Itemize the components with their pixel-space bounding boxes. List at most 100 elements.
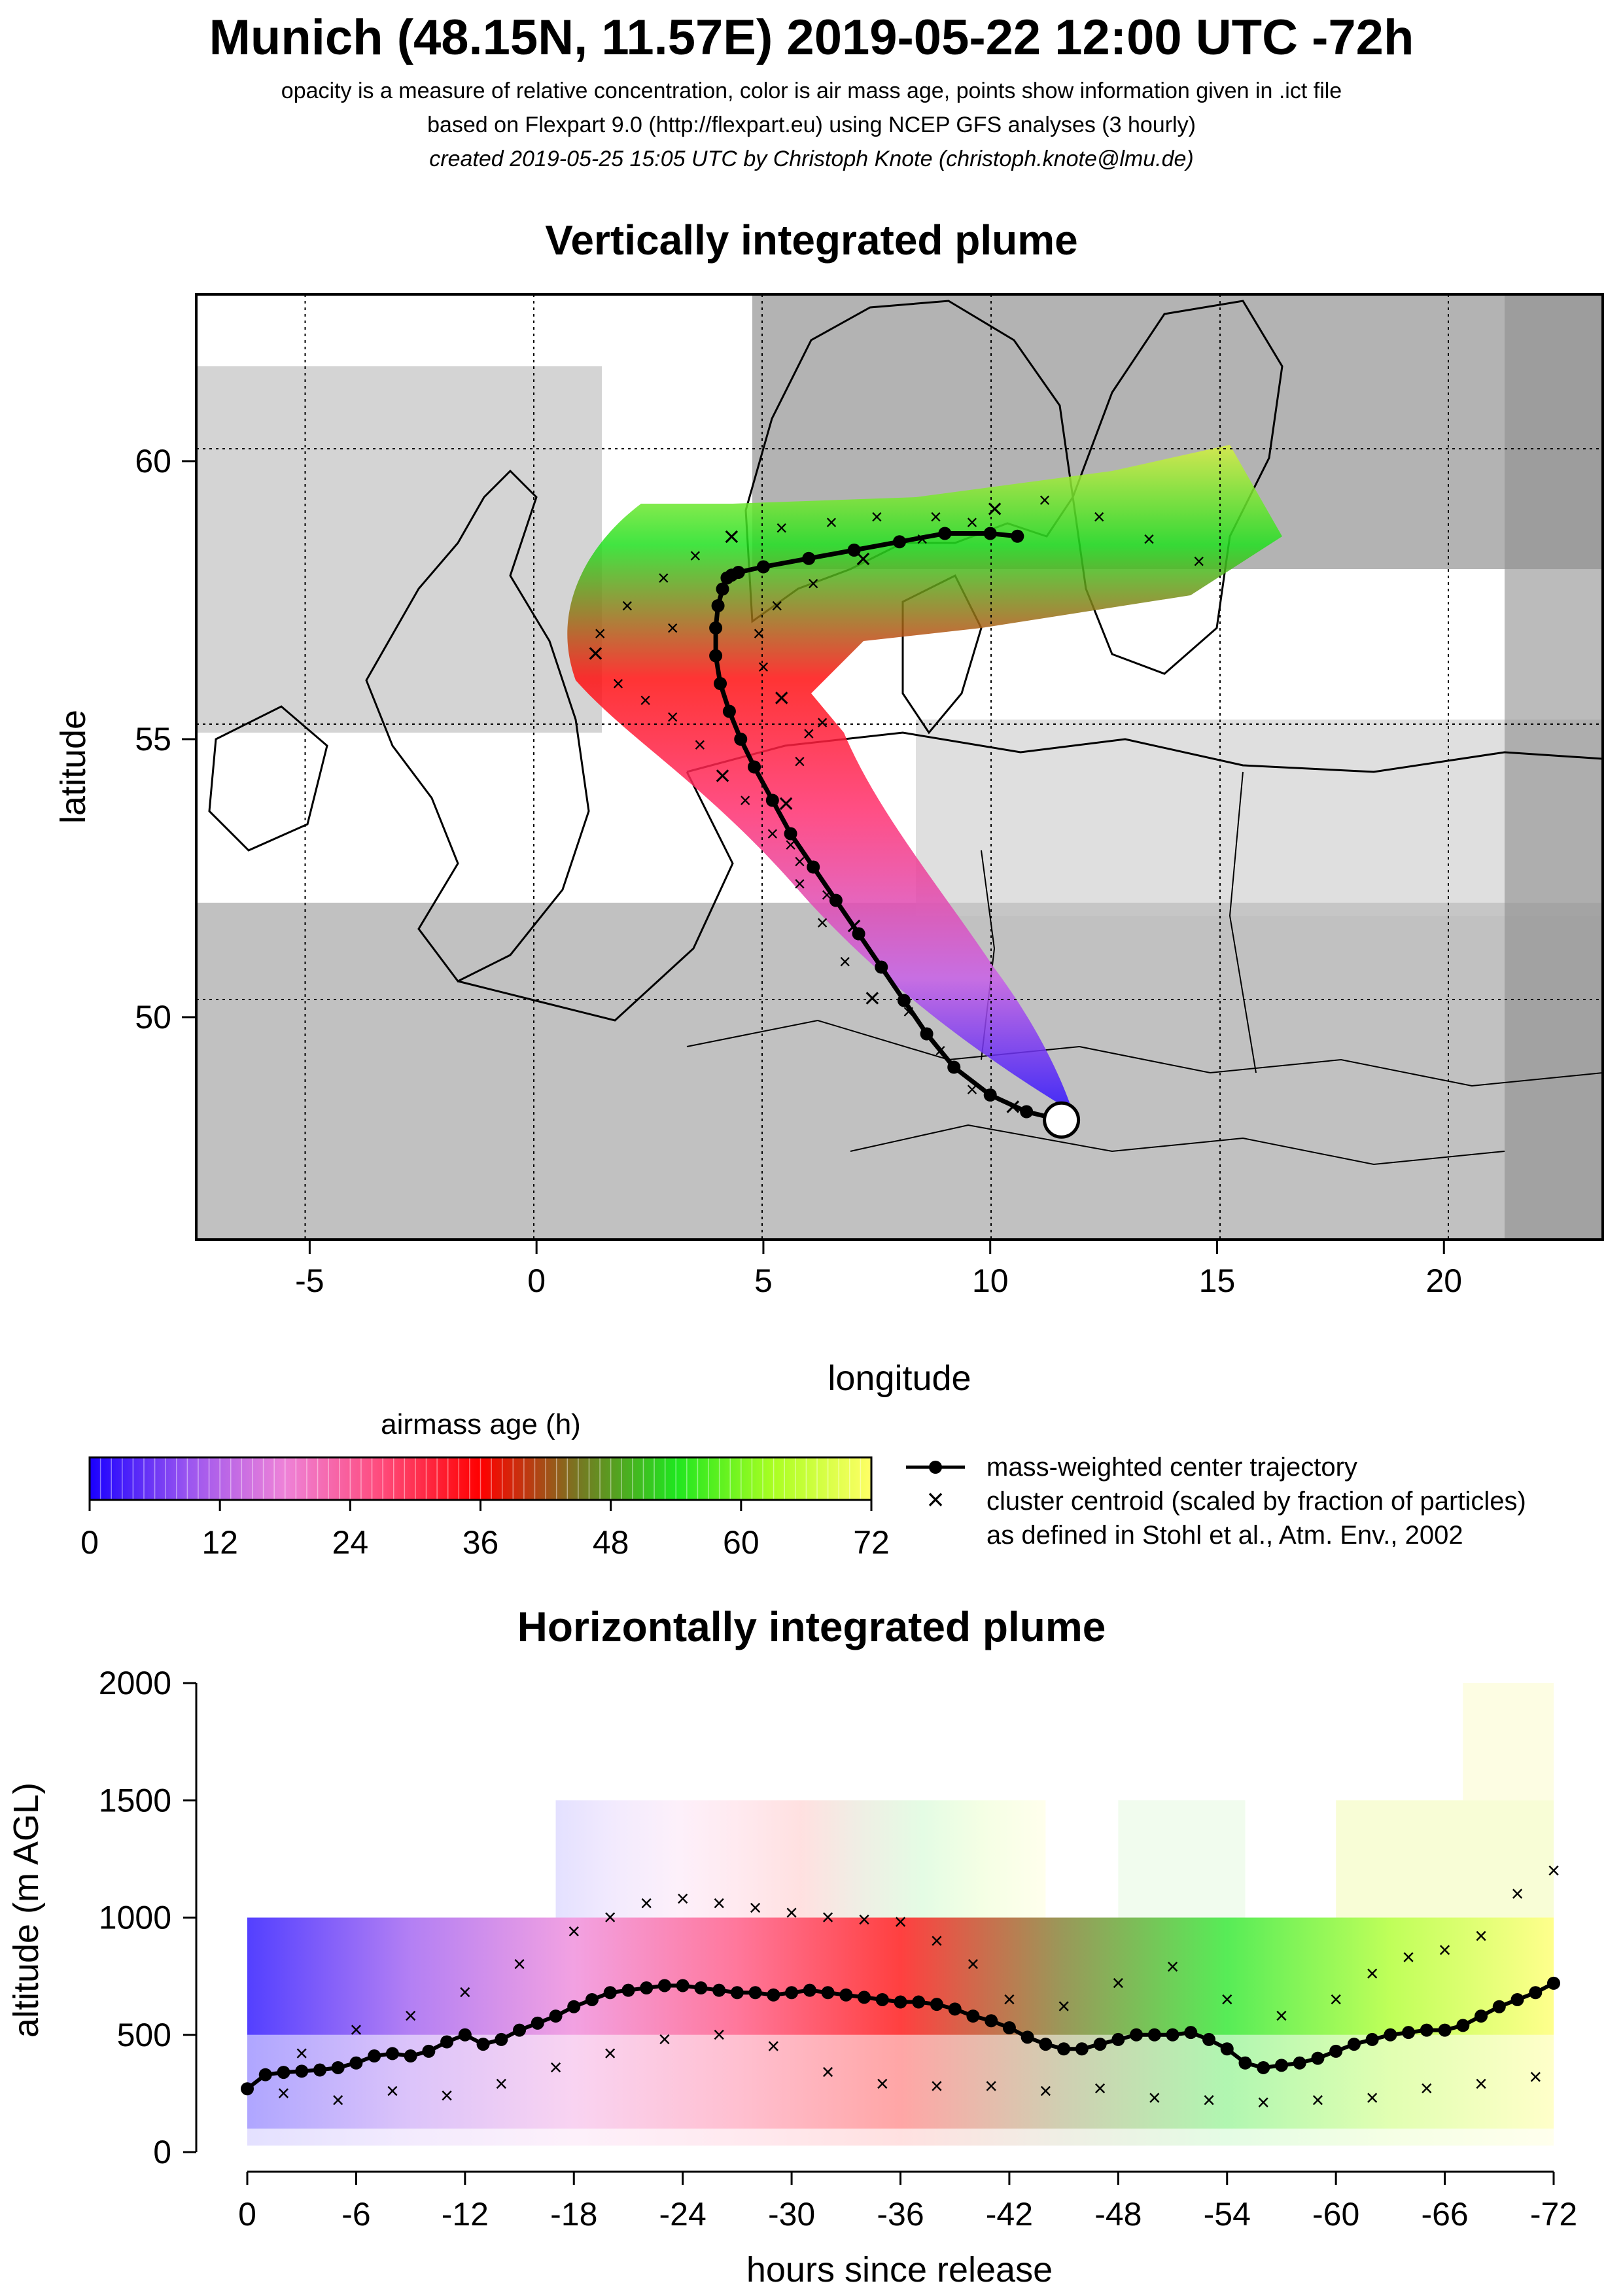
profile-upper-centroid: × — [513, 1952, 526, 1977]
profile-trajectory-point — [1111, 2032, 1125, 2046]
profile-trajectory-point — [930, 1998, 943, 2011]
map-cluster-centroid: × — [775, 516, 788, 540]
profile-lower-centroid: × — [1257, 2091, 1270, 2115]
subtitle-opacity-note: opacity is a measure of relative concent… — [281, 78, 1342, 103]
map-trajectory-point — [938, 527, 952, 540]
profile-xtick-label: -6 — [341, 2196, 370, 2233]
profile-panel: ×××××××× × × × × × × ×××× ×××××××× ×××× × × × × ×××× ×… — [7, 1665, 1577, 2289]
coastline-britain — [365, 469, 590, 983]
profile-upper-centroid: × — [604, 1905, 617, 1930]
profile-trajectory-point — [912, 1995, 926, 2009]
profile-trajectory-point — [476, 2038, 490, 2051]
profile-upper-centroid: × — [295, 2041, 308, 2066]
legend-cross-symbol: × — [927, 1482, 945, 1516]
coastline-ireland — [208, 705, 328, 852]
profile-trajectory-point — [331, 2061, 345, 2074]
map-trajectory-point — [1011, 529, 1024, 543]
profile-trajectory-point — [1365, 2032, 1379, 2046]
profile-xtick-label: -36 — [877, 2196, 924, 2233]
profile-trajectory-point — [966, 2009, 980, 2023]
profile-trajectory-point — [1147, 2028, 1161, 2042]
profile-trajectory-point — [440, 2035, 454, 2049]
map-ytick-label: 60 — [135, 443, 171, 479]
profile-band-1500-2000m — [1463, 1683, 1554, 1801]
profile-upper-centroid: × — [1166, 1955, 1179, 1979]
map-xtick-label: 10 — [972, 1262, 1009, 1299]
map-trajectory-point — [716, 582, 729, 596]
release-point-marker — [1043, 1101, 1081, 1139]
map-cluster-centroid: × — [966, 511, 979, 534]
map-trajectory-point — [784, 827, 797, 841]
cloud-field-far-east — [1505, 294, 1603, 1240]
map-cluster-centroid: × — [794, 850, 806, 873]
profile-trajectory-point — [1075, 2042, 1089, 2056]
profile-xtick-label: -18 — [550, 2196, 597, 2233]
profile-xtick-label: 0 — [238, 2196, 256, 2233]
map-trajectory-point — [920, 1027, 934, 1041]
colorbar-tick-label: 24 — [332, 1524, 369, 1561]
profile-band-0-100m — [247, 2129, 1554, 2146]
profile-trajectory-point — [1184, 2026, 1198, 2040]
profile-upper-centroid: × — [1439, 1938, 1452, 1963]
colorbar-tick-label: 72 — [853, 1524, 890, 1561]
profile-upper-centroid: × — [1511, 1882, 1524, 1907]
profile-xaxis-label: hours since release — [746, 2250, 1053, 2289]
map-cluster-centroid: × — [871, 505, 883, 529]
profile-xtick-label: -72 — [1530, 2196, 1577, 2233]
colorbar-segments — [99, 1457, 862, 1500]
map-cluster-centroid: × — [1143, 527, 1155, 551]
profile-upper-centroid: × — [858, 1907, 871, 1932]
profile-trajectory-point — [676, 1979, 689, 1992]
profile-lower-centroids: × × × × ×××× × ×× × × × × × × × × × × × × × — [277, 2023, 1543, 2115]
subtitle-model-note: based on Flexpart 9.0 (http://flexpart.e… — [427, 113, 1196, 137]
profile-upper-centroid: × — [1366, 1962, 1379, 1987]
profile-upper-centroid: × — [1221, 1987, 1234, 2012]
profile-trajectory-point — [567, 2000, 581, 2013]
profile-trajectory-point — [1384, 2028, 1397, 2042]
map-cluster-centroid: × — [771, 594, 783, 617]
profile-upper-centroid: × — [930, 1928, 943, 1953]
profile-lower-centroid: × — [1148, 2086, 1161, 2111]
map-content: ×××××××××××××××××××× × × × × × ×××××××××××××××… — [196, 294, 1603, 1240]
map-trajectory-point — [731, 566, 745, 579]
border-line-central — [686, 1019, 1603, 1087]
profile-upper-centroid: × — [459, 1980, 472, 2005]
profile-ytick-label: 500 — [117, 2017, 171, 2053]
profile-trajectory-point — [295, 2064, 309, 2078]
map-cluster-centroid: × — [612, 672, 625, 695]
profile-upper-centroid: × — [1402, 1945, 1415, 1970]
profile-upper-centroid: × — [749, 1896, 762, 1921]
profile-trajectory-point — [1510, 1992, 1524, 2006]
profile-xtick-label: -60 — [1312, 2196, 1359, 2233]
profile-trajectory-point — [404, 2049, 417, 2063]
profile-trajectory-point — [241, 2082, 254, 2096]
profile-band-1000-1500m-a — [555, 1800, 1046, 1918]
profile-upper-centroid: × — [349, 2018, 362, 2043]
map-trajectory-point — [897, 994, 911, 1007]
profile-upper-centroid: × — [712, 1891, 725, 1916]
profile-xtick-label: -48 — [1094, 2196, 1142, 2233]
map-trajectory-point — [847, 544, 861, 557]
profile-trajectory-point — [495, 2032, 508, 2046]
profile-trajectory-point — [349, 2056, 363, 2070]
colorbar-gradient-strip — [90, 1457, 871, 1500]
map-cluster-centroid: × — [639, 689, 652, 712]
profile-lower-centroid: × — [332, 2088, 345, 2113]
profile-trajectory-point — [1166, 2028, 1179, 2042]
profile-trajectory-point — [785, 1986, 799, 2000]
map-yaxis-label: latitude — [54, 710, 93, 824]
map-cluster-centroid: × — [693, 733, 706, 757]
map-trajectory-point — [875, 960, 888, 974]
colorbar-ticks: 0 12 24 36 48 60 72 — [80, 1500, 890, 1561]
map-trajectory-point — [709, 621, 723, 635]
profile-trajectory-point — [531, 2016, 544, 2030]
profile-trajectory-point — [730, 1986, 744, 2000]
profile-upper-centroid: × — [967, 1952, 980, 1977]
profile-trajectory-point — [1402, 2026, 1416, 2040]
profile-center-trajectory — [241, 1976, 1560, 2096]
map-trajectory-point — [748, 760, 761, 774]
profile-trajectory-point — [1057, 2042, 1071, 2056]
profile-lower-centroid: × — [712, 2023, 725, 2047]
colorbar: airmass age (h) 0 12 24 36 48 60 72 — [80, 1408, 890, 1561]
